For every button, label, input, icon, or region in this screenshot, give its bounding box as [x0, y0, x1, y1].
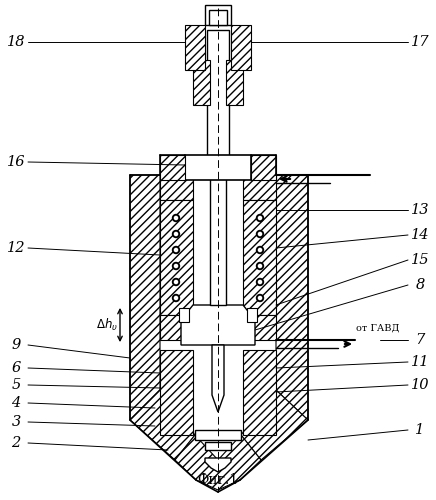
- Circle shape: [174, 248, 177, 252]
- Circle shape: [174, 232, 177, 235]
- Text: от ГАВД: от ГАВД: [356, 324, 399, 332]
- Text: 2: 2: [11, 436, 20, 450]
- Text: 9: 9: [11, 338, 20, 352]
- Text: 5: 5: [11, 378, 20, 392]
- Bar: [205, 442, 231, 450]
- Circle shape: [173, 230, 180, 237]
- Circle shape: [259, 248, 262, 252]
- Polygon shape: [276, 175, 308, 420]
- Polygon shape: [160, 350, 193, 435]
- Text: 13: 13: [411, 203, 429, 217]
- Polygon shape: [130, 175, 160, 420]
- Circle shape: [256, 246, 263, 254]
- Circle shape: [173, 214, 180, 222]
- Circle shape: [174, 296, 177, 300]
- Polygon shape: [181, 305, 255, 345]
- Circle shape: [259, 296, 262, 300]
- Polygon shape: [175, 435, 261, 490]
- Circle shape: [174, 264, 177, 268]
- Polygon shape: [160, 175, 193, 200]
- Text: 4: 4: [11, 396, 20, 410]
- Circle shape: [256, 278, 263, 285]
- Circle shape: [173, 246, 180, 254]
- Polygon shape: [205, 458, 231, 472]
- Polygon shape: [231, 25, 251, 70]
- Polygon shape: [243, 175, 276, 200]
- Polygon shape: [212, 345, 224, 412]
- Text: 14: 14: [411, 228, 429, 242]
- Text: 10: 10: [411, 378, 429, 392]
- Polygon shape: [160, 200, 193, 315]
- Circle shape: [259, 216, 262, 220]
- Polygon shape: [185, 25, 205, 70]
- Text: 17: 17: [411, 35, 429, 49]
- Text: Фиг.1: Фиг.1: [198, 473, 238, 487]
- Bar: [205, 5, 231, 25]
- Circle shape: [256, 262, 263, 270]
- Circle shape: [173, 294, 180, 302]
- Polygon shape: [243, 200, 276, 315]
- Text: 18: 18: [7, 35, 25, 49]
- Polygon shape: [160, 155, 185, 180]
- Polygon shape: [243, 315, 276, 340]
- Polygon shape: [193, 60, 210, 105]
- Circle shape: [174, 280, 177, 283]
- Polygon shape: [160, 315, 193, 340]
- Circle shape: [173, 262, 180, 270]
- Bar: [210, 165, 226, 305]
- Bar: [247, 308, 257, 322]
- Bar: [195, 430, 241, 440]
- Circle shape: [174, 216, 177, 220]
- Circle shape: [256, 294, 263, 302]
- Polygon shape: [130, 390, 195, 460]
- Polygon shape: [243, 350, 276, 435]
- Text: 12: 12: [7, 241, 25, 255]
- Polygon shape: [209, 10, 227, 25]
- Bar: [207, 30, 229, 165]
- Polygon shape: [251, 155, 276, 180]
- Bar: [179, 308, 189, 322]
- Circle shape: [259, 280, 262, 283]
- Circle shape: [173, 278, 180, 285]
- Circle shape: [256, 214, 263, 222]
- Circle shape: [259, 232, 262, 235]
- Text: 8: 8: [416, 278, 425, 292]
- Text: 3: 3: [11, 415, 20, 429]
- Polygon shape: [226, 60, 243, 105]
- Text: 6: 6: [11, 361, 20, 375]
- Text: 15: 15: [411, 253, 429, 267]
- Text: 7: 7: [416, 333, 425, 347]
- Circle shape: [256, 230, 263, 237]
- Polygon shape: [241, 390, 308, 460]
- Text: 1: 1: [416, 423, 425, 437]
- Bar: [185, 155, 251, 180]
- Text: 11: 11: [411, 355, 429, 369]
- Circle shape: [259, 264, 262, 268]
- Text: 16: 16: [7, 155, 25, 169]
- Text: $\Delta h_{\upsilon}$: $\Delta h_{\upsilon}$: [96, 317, 118, 333]
